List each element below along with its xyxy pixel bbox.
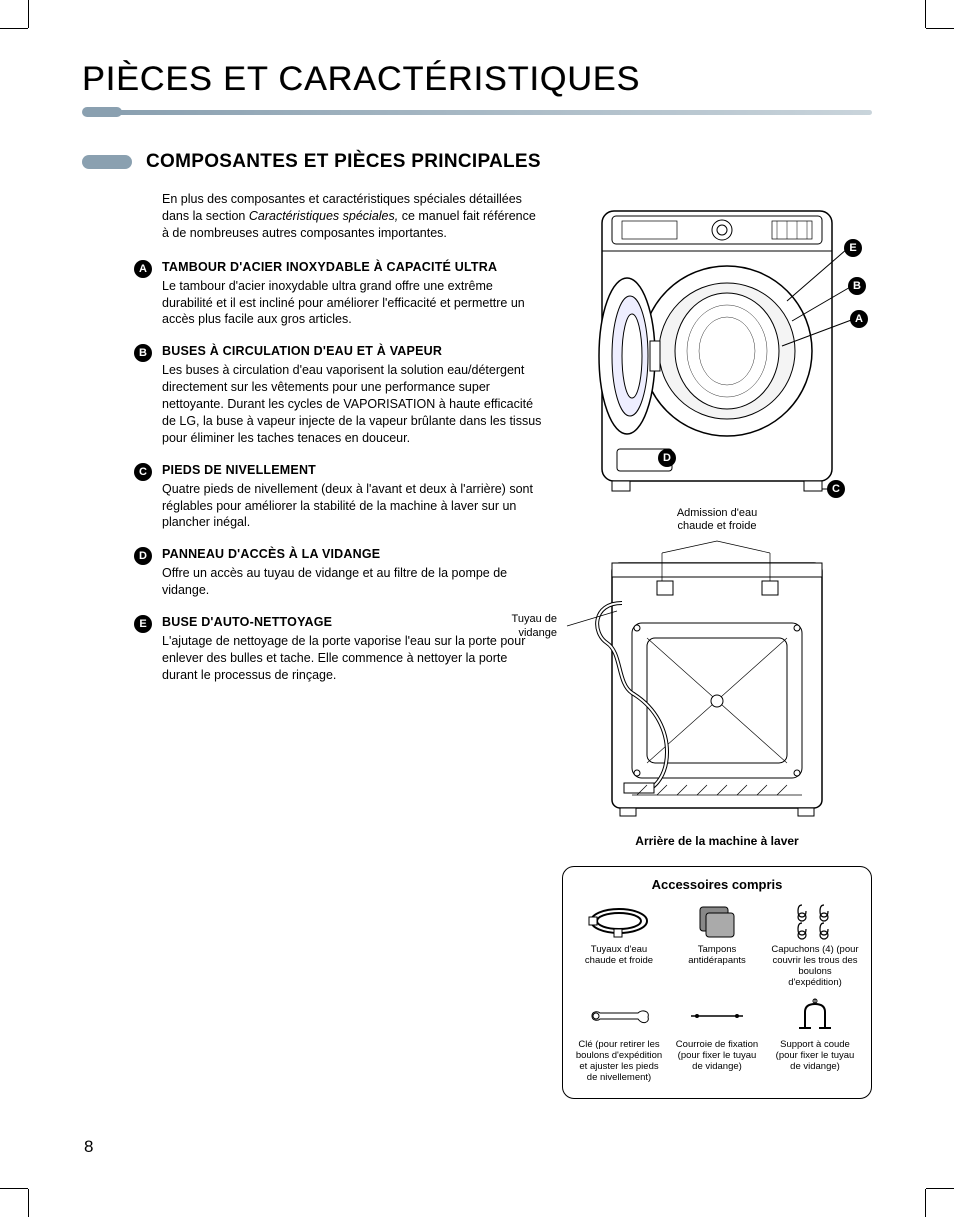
accessory-pads: Tampons antidérapants [673,900,761,989]
callout-c-icon: C [827,480,845,498]
pads-icon [673,900,761,942]
feature-item-d: D PANNEAU D'ACCÈS À LA VIDANGE Offre un … [162,547,542,599]
feature-body: Le tambour d'acier inoxydable ultra gran… [162,278,542,329]
elbow-bracket-icon [771,995,859,1037]
accessory-hoses: Tuyaux d'eau chaude et froide [575,900,663,989]
feature-title: BUSES À CIRCULATION D'EAU ET À VAPEUR [162,344,542,358]
feature-title: PIEDS DE NIVELLEMENT [162,463,542,477]
feature-item-b: B BUSES À CIRCULATION D'EAU ET À VAPEUR … [162,344,542,446]
section-title: COMPOSANTES ET PIÈCES PRINCIPALES [146,151,541,173]
washer-rear-diagram: Admission d'eau chaude et froide Tuyau d… [562,507,872,848]
strap-icon [673,995,761,1037]
badge-c-icon: C [134,463,152,481]
washer-front-diagram: E B A D C [572,191,872,501]
accessories-title: Accessoires compris [575,877,859,892]
feature-item-c: C PIEDS DE NIVELLEMENT Quatre pieds de n… [162,463,542,532]
accessory-elbow: Support à coude (pour fixer le tuyau de … [771,995,859,1084]
caps-icon [771,900,859,942]
accessory-strap: Courroie de fixation (pour fixer le tuya… [673,995,761,1084]
badge-b-icon: B [134,344,152,362]
intro-text: En plus des composantes et caractéristiq… [162,191,542,242]
feature-item-e: E BUSE D'AUTO-NETTOYAGE L'ajutage de net… [162,615,542,684]
title-underline [82,107,872,117]
drain-hose-label: Tuyau de vidange [502,613,557,639]
feature-body: Les buses à circulation d'eau vaporisent… [162,362,542,446]
page-title: PIÈCES ET CARACTÉRISTIQUES [82,60,872,99]
badge-d-icon: D [134,547,152,565]
accessories-box: Accessoires compris Tuyaux d'eau [562,866,872,1098]
accessory-wrench: Clé (pour retirer les boulons d'expéditi… [575,995,663,1084]
badge-e-icon: E [134,615,152,633]
callout-e-icon: E [844,239,862,257]
water-inlet-label: Admission d'eau chaude et froide [562,507,872,533]
wrench-icon [575,995,663,1037]
callout-a-icon: A [850,310,868,328]
feature-body: L'ajutage de nettoyage de la porte vapor… [162,633,542,684]
badge-a-icon: A [134,260,152,278]
feature-body: Quatre pieds de nivellement (deux à l'av… [162,481,542,532]
feature-title: BUSE D'AUTO-NETTOYAGE [162,615,542,629]
section-pill-icon [82,155,132,169]
accessory-caps: Capuchons (4) (pour couvrir les trous de… [771,900,859,989]
section-header: COMPOSANTES ET PIÈCES PRINCIPALES [82,151,872,173]
feature-title: PANNEAU D'ACCÈS À LA VIDANGE [162,547,542,561]
hoses-icon [575,900,663,942]
rear-caption: Arrière de la machine à laver [562,834,872,848]
callout-d-icon: D [658,449,676,467]
feature-item-a: A TAMBOUR D'ACIER INOXYDABLE À CAPACITÉ … [162,260,542,329]
feature-title: TAMBOUR D'ACIER INOXYDABLE À CAPACITÉ UL… [162,260,542,274]
page-number: 8 [84,1137,93,1157]
feature-body: Offre un accès au tuyau de vidange et au… [162,565,542,599]
callout-b-icon: B [848,277,866,295]
